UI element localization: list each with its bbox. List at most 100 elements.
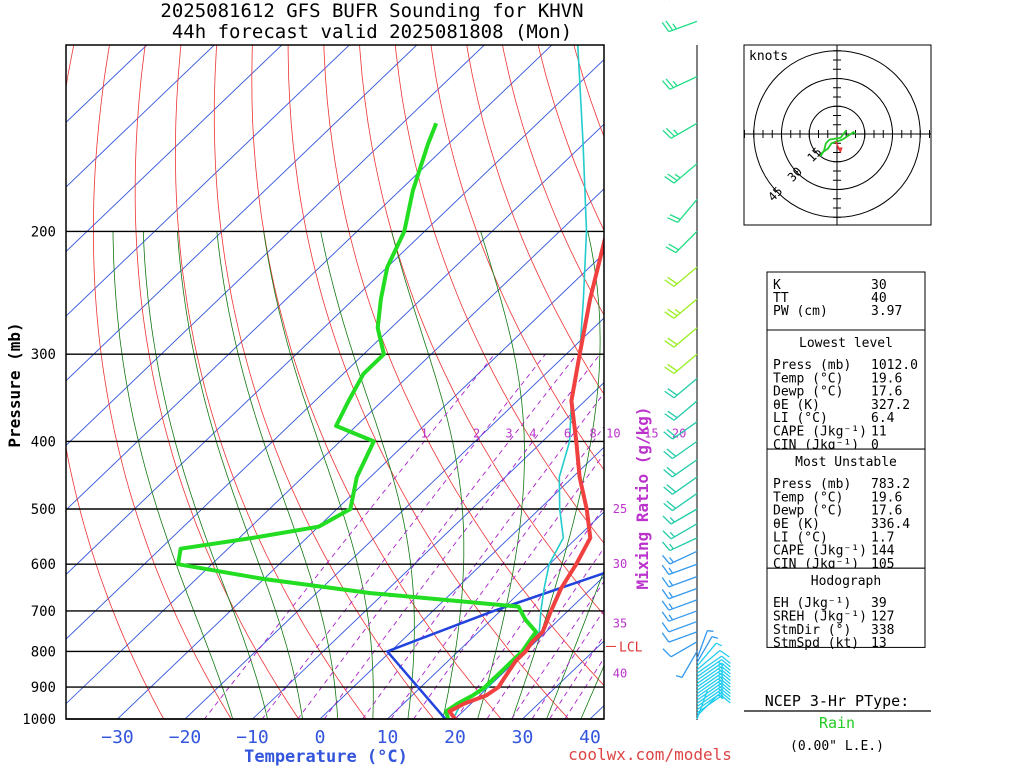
mixing-ratio-line: [297, 353, 578, 719]
most-unstable-row-value: 1.7: [871, 530, 894, 545]
index-box: [766, 567, 926, 648]
wind-barb: [664, 298, 698, 319]
hodograph-units-label: knots: [749, 49, 788, 64]
isotherm-line: [66, 123, 604, 640]
isotherm-line: [66, 45, 350, 317]
most-unstable-row-label: Dewp (°C): [773, 504, 843, 519]
chart-title-line1: 2025081612 GFS BUFR Sounding for KHVN: [160, 0, 583, 22]
wind-barb: [696, 679, 731, 698]
wind-barb: [696, 685, 731, 704]
wind-barb: [661, 537, 698, 552]
pressure-tick-label: 200: [31, 224, 56, 240]
wind-barb: [696, 662, 731, 681]
index-row-value: 30: [871, 278, 887, 293]
index-row-label: K: [773, 278, 781, 293]
parcel-profile: [386, 571, 604, 719]
lowest-level-row-label: Dewp (°C): [773, 385, 843, 400]
wind-barb: [696, 695, 731, 714]
pressure-tick-label: 600: [31, 557, 56, 573]
dry-adiabat-line: [394, 45, 604, 544]
wind-barb: [675, 651, 698, 679]
wind-barb: [661, 563, 698, 576]
moist-adiabat-line: [546, 569, 604, 719]
pressure-tick-label: 500: [31, 502, 56, 518]
pressure-tick-label: 300: [31, 347, 56, 363]
x-axis-label: Temperature (°C): [244, 747, 408, 767]
dry-adiabat-line: [502, 45, 604, 316]
isotherm-line: [251, 382, 604, 719]
wind-barb: [661, 587, 698, 600]
isotherm-line: [66, 45, 418, 382]
moist-adiabat-line: [511, 231, 601, 719]
hodograph-stats-row-label: StmDir (°): [773, 623, 851, 638]
mixing-ratio-side-label: 25: [613, 502, 627, 516]
isotherm-line: [66, 59, 604, 576]
temperature-tick-label: 20: [444, 727, 466, 748]
most-unstable-row-label: Temp (°C): [773, 490, 843, 505]
mixing-ratio-label: 10: [606, 426, 620, 440]
temperature-tick-label: 10: [377, 727, 399, 748]
wetbulb-profile: [452, 45, 588, 719]
wind-barb: [664, 163, 698, 184]
wind-barb: [661, 631, 698, 643]
index-box: [766, 271, 926, 331]
stability-indices-panel: K 30 TT 40 PW (cm) 3.97 Lowest level Press (mb)…: [766, 271, 926, 651]
wind-barb: [662, 523, 698, 540]
moist-adiabat-line: [477, 231, 525, 719]
isotherm-line: [184, 317, 604, 719]
most-unstable-row-value: 336.4: [871, 517, 910, 532]
mixing-ratio-line: [390, 425, 604, 719]
wind-barb: [696, 688, 731, 708]
temperature-tick-label: −20: [169, 727, 202, 748]
pressure-tick-label: 800: [31, 644, 56, 660]
temperature-tick-label: 30: [512, 727, 534, 748]
dry-adiabat-line: [174, 45, 367, 719]
lowest-level-row-label: Temp (°C): [773, 371, 843, 386]
most-unstable-row-value: 144: [871, 544, 895, 559]
dewpoint-profile: [176, 122, 538, 719]
isotherm-line: [66, 45, 148, 123]
index-row-label: PW (cm): [773, 304, 828, 319]
chart-title-line2: 44h forecast valid 2025081808 (Mon): [172, 21, 572, 43]
mixing-ratio-label: 8: [589, 426, 596, 440]
pressure-tick-label: 700: [31, 604, 56, 620]
moist-adiabat-line: [216, 231, 339, 719]
most-unstable-row-value: 17.6: [871, 504, 902, 519]
wind-barb: [696, 692, 731, 711]
wind-barb: [696, 635, 719, 663]
lowest-level-row-value: 0: [871, 438, 879, 453]
temperature-profile: [447, 234, 604, 719]
hodograph-stats-row-value: 13: [871, 636, 887, 651]
mixing-ratio-line: [564, 657, 604, 719]
lowest-level-row-value: 19.6: [871, 371, 902, 386]
hodograph-stats-header: Hodograph: [811, 574, 881, 589]
wind-barb: [696, 655, 731, 674]
wind-barb: [696, 682, 731, 701]
lowest-level-row-label: θE (K): [773, 398, 820, 413]
y-axis-label: Pressure (mb): [5, 322, 24, 447]
wind-barb: [664, 400, 698, 421]
pressure-tick-label: 900: [31, 680, 56, 696]
wind-barbs: [661, 0, 731, 720]
wind-barb: [696, 665, 731, 685]
wind-barb: [696, 672, 731, 691]
isobars: [66, 230, 604, 720]
temperature-tick-label: −30: [101, 727, 134, 748]
most-unstable-row-label: Press (mb): [773, 477, 851, 492]
isotherm-line: [66, 45, 215, 188]
mixing-ratio-side-label: 35: [613, 617, 627, 631]
lowest-level-row-value: 327.2: [871, 398, 910, 413]
mixing-ratio-label: 15: [644, 426, 658, 440]
ptype-header: NCEP 3-Hr PType:: [765, 692, 910, 710]
lowest-level-row-value: 11: [871, 425, 887, 440]
mixing-ratio-line: [531, 609, 604, 719]
hodograph-stats-row-value: 127: [871, 610, 894, 625]
wind-barb: [661, 575, 698, 588]
mixing-ratio-label: 2: [473, 426, 480, 440]
hodograph-stats-row-label: SREH (Jkg⁻¹): [773, 610, 867, 625]
lowest-level-row-value: 1012.0: [871, 358, 918, 373]
wind-barb: [696, 659, 731, 678]
wind-barb: [661, 20, 698, 33]
wind-barb: [663, 492, 698, 512]
isotherm-line: [116, 252, 604, 719]
